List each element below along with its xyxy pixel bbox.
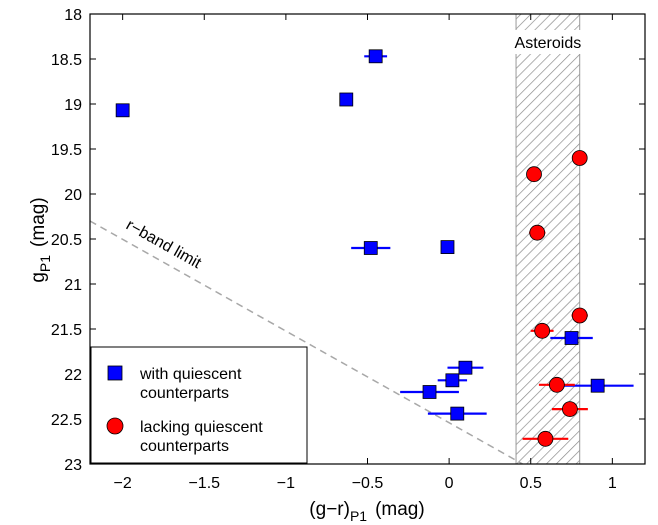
x-tick-label: −0.5 [352, 475, 384, 492]
x-tick-label: 0.5 [520, 475, 542, 492]
asteroid-band [516, 14, 580, 464]
data-point-square [445, 373, 460, 388]
data-point-square [590, 378, 605, 393]
y-tick-label: 21 [64, 277, 82, 294]
data-point-circle [562, 401, 578, 418]
data-point-square [422, 385, 437, 399]
data-point-square [363, 241, 378, 255]
data-point-square [339, 92, 354, 107]
data-point-square [115, 103, 130, 118]
data-point-circle [537, 430, 554, 447]
y-tick-label: 19 [64, 97, 82, 114]
asteroid-label-bg [507, 30, 588, 54]
data-point-circle [548, 376, 565, 393]
data-point-circle [571, 307, 588, 324]
data-point-circle [526, 166, 542, 183]
x-axis-label-sub: P1 [350, 508, 367, 524]
r-band-limit-label: r−band limit [123, 217, 204, 273]
legend-marker-square [107, 365, 123, 381]
data-point-square [440, 240, 455, 255]
y-tick-label: 20 [64, 187, 82, 204]
data-point-circle [529, 224, 546, 241]
x-axis-label-unit: (mag) [375, 499, 425, 520]
x-tick-label: −1 [277, 475, 295, 492]
legend-box [90, 346, 308, 464]
data-point-square [450, 406, 465, 421]
y-tick-label: 20.5 [51, 232, 82, 249]
r-band-limit-line [90, 220, 523, 464]
legend-marker-circle [106, 417, 124, 435]
x-axis-label: (g−r)P1 (mag) [309, 499, 424, 524]
x-axis-label-main: (g−r) [309, 499, 350, 520]
y-tick-label: 23 [64, 457, 82, 474]
y-axis-label-sub: P1 [37, 255, 53, 272]
legend-label: counterparts [140, 438, 229, 455]
y-tick-label: 22.5 [51, 412, 82, 429]
asteroid-band-label: Asteroids [515, 35, 582, 52]
legend-label: counterparts [140, 385, 229, 402]
asteroid-band-layer: Asteroids [507, 14, 588, 464]
x-tick-label: 0 [445, 475, 454, 492]
y-tick-label: 22 [64, 367, 82, 384]
data-point-square [564, 331, 579, 345]
y-axis-label: gP1 (mag) [28, 197, 53, 282]
data-layer [115, 49, 634, 447]
data-point-circle [571, 150, 588, 166]
x-tick-label: 1 [608, 475, 617, 492]
legend-label: lacking quiescent [140, 419, 263, 436]
data-point-square [458, 360, 473, 375]
data-point-square [368, 49, 383, 64]
x-tick-label: −2 [114, 475, 132, 492]
y-axis-label-main: g [28, 272, 49, 283]
legend-label: with quiescent [139, 366, 242, 383]
y-tick-label: 19.5 [51, 142, 82, 159]
legend: with quiescent counterparts lacking quiesc… [90, 346, 308, 464]
y-axis-label-unit: (mag) [28, 197, 49, 247]
y-tick-label: 18.5 [51, 52, 82, 69]
data-point-circle [534, 322, 551, 339]
y-tick-label: 18 [64, 7, 82, 24]
x-tick-label: −1.5 [188, 475, 220, 492]
y-tick-label: 21.5 [51, 322, 82, 339]
